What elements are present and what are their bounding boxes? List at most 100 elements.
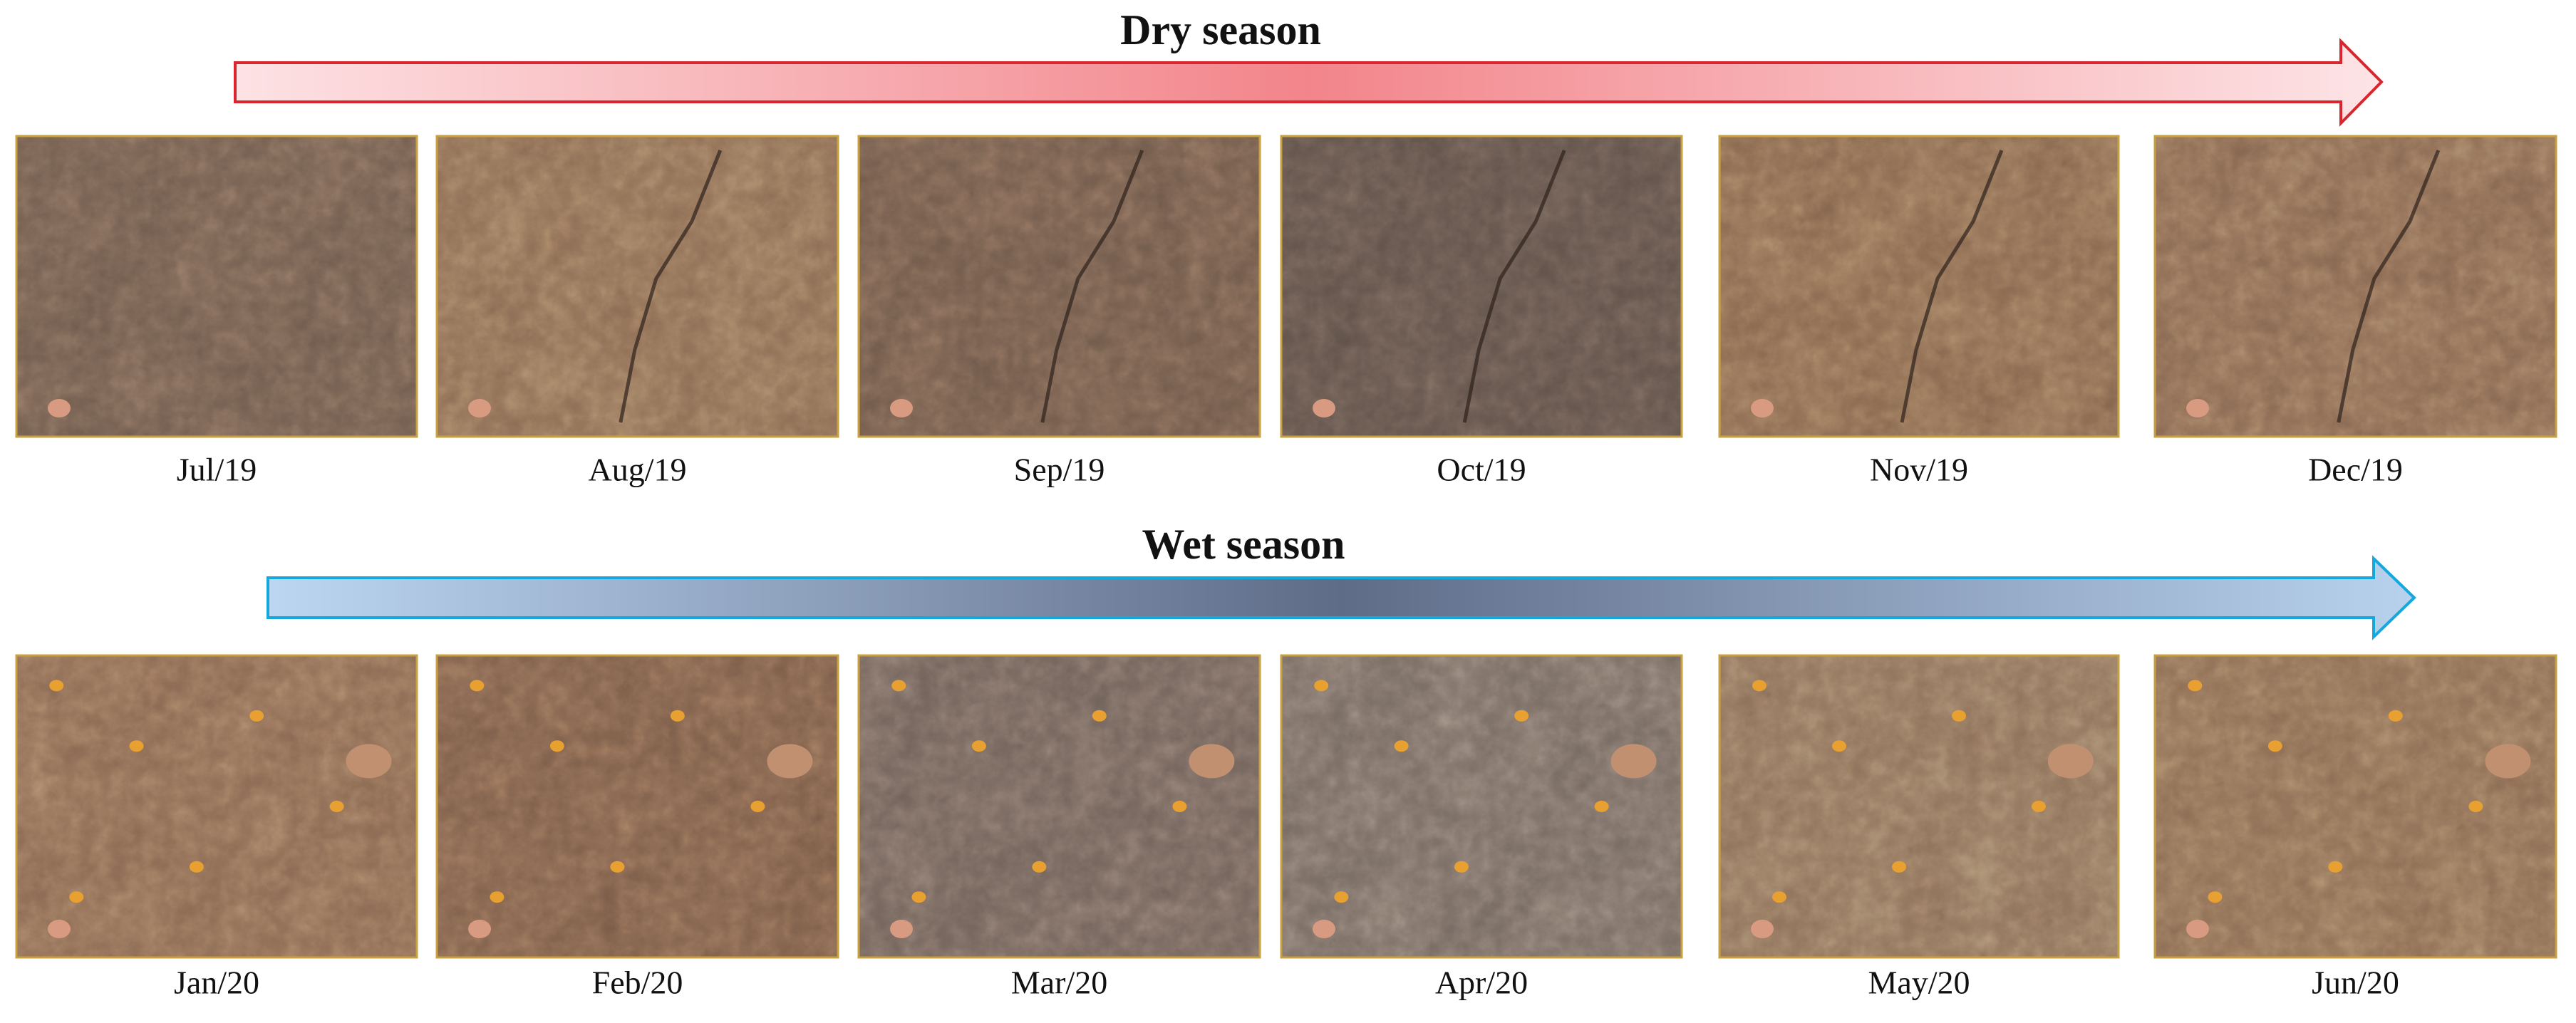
photo-border — [15, 135, 418, 438]
pebble — [1314, 680, 1329, 692]
pebble — [1832, 740, 1846, 752]
photo-texture — [1719, 136, 2119, 437]
pebble — [1751, 920, 1774, 938]
photo-texture — [859, 655, 1260, 957]
stone — [346, 744, 392, 779]
stone — [1610, 744, 1657, 779]
photo-label: Jan/20 — [174, 965, 259, 1001]
photo-label: Apr/20 — [1435, 965, 1528, 1001]
crack — [1040, 150, 1144, 423]
photo-border — [2153, 654, 2557, 959]
crack — [619, 150, 723, 423]
dry-title: Dry season — [1120, 6, 1321, 53]
pebble — [1892, 861, 1906, 873]
photo-texture — [1719, 655, 2119, 957]
pebble — [1952, 710, 1966, 722]
wet-title: Wet season — [1142, 521, 1345, 568]
pebble — [2328, 861, 2343, 873]
pebble — [670, 710, 685, 722]
photo-label: Jun/20 — [2312, 965, 2399, 1001]
pebble — [1334, 891, 1349, 903]
pebble — [1092, 710, 1107, 722]
photo-label: Mar/20 — [1011, 965, 1107, 1001]
stone — [767, 744, 813, 779]
photo-border — [1718, 135, 2120, 438]
photo — [15, 654, 418, 959]
wet-arrow — [267, 555, 2416, 640]
pebble — [2186, 399, 2209, 417]
photo-border — [2153, 135, 2557, 438]
pebble — [1751, 399, 1774, 417]
pebble — [1454, 861, 1469, 873]
pebble — [1594, 801, 1609, 812]
photo-border — [1280, 654, 1683, 959]
photo-label: Nov/19 — [1870, 452, 1968, 488]
pebble — [891, 680, 906, 692]
dry-arrow — [234, 38, 2384, 127]
pebble — [48, 920, 71, 938]
photos: Jul/19 Aug/19 Sep/19 Oct/19 Nov/19 Dec/19 Jan/… — [15, 135, 2557, 1001]
photo-label: Dec/19 — [2308, 452, 2403, 488]
pebble — [2188, 680, 2203, 692]
photo-label: Jul/19 — [177, 452, 257, 488]
pebble — [470, 680, 485, 692]
pebble — [468, 399, 491, 417]
pebble — [189, 861, 204, 873]
photo-texture — [2155, 136, 2556, 437]
photo-border — [857, 135, 1261, 438]
photo-label: Aug/19 — [589, 452, 687, 488]
pebble — [1313, 399, 1335, 417]
pebble — [1772, 891, 1786, 903]
photo-texture — [16, 136, 417, 437]
pebble — [2186, 920, 2209, 938]
pebble — [610, 861, 625, 873]
stone — [1189, 744, 1235, 779]
photo-border — [435, 135, 839, 438]
pebble — [1752, 680, 1767, 692]
pebble — [2388, 710, 2403, 722]
photo-texture — [16, 655, 417, 957]
crack — [1900, 150, 2004, 423]
photo-label: Oct/19 — [1437, 452, 1526, 488]
photo-label: Feb/20 — [592, 965, 683, 1001]
pebble — [1394, 740, 1409, 752]
pebble — [2032, 801, 2046, 812]
photo-border — [857, 654, 1261, 959]
photo-label: May/20 — [1868, 965, 1970, 1001]
pebble — [1514, 710, 1529, 722]
photo — [1718, 654, 2120, 959]
photo — [1280, 654, 1683, 959]
stone — [2047, 744, 2094, 779]
pebble — [2208, 891, 2223, 903]
photo — [2153, 135, 2557, 438]
photo — [435, 654, 839, 959]
photo-label: Sep/19 — [1014, 452, 1105, 488]
pebble — [69, 891, 84, 903]
pebble — [490, 891, 505, 903]
photo-texture — [859, 136, 1260, 437]
pebble — [2267, 740, 2282, 752]
pebble — [129, 740, 144, 752]
pebble — [1313, 920, 1335, 938]
pebble — [249, 710, 264, 722]
pebble — [750, 801, 765, 812]
photo-texture — [2155, 655, 2556, 957]
crack — [1462, 150, 1566, 423]
photo-texture — [437, 136, 838, 437]
pebble — [549, 740, 564, 752]
pebble — [468, 920, 491, 938]
stone — [2485, 744, 2531, 779]
photo-border — [435, 654, 839, 959]
pebble — [890, 399, 913, 417]
pebble — [1032, 861, 1047, 873]
pebble — [911, 891, 926, 903]
photo-texture — [1281, 136, 1682, 437]
pebble — [329, 801, 344, 812]
photo-texture — [437, 655, 838, 957]
photo — [2153, 654, 2557, 959]
pebble — [1172, 801, 1187, 812]
pebble — [890, 920, 913, 938]
photo-border — [1718, 654, 2120, 959]
pebble — [48, 399, 71, 417]
